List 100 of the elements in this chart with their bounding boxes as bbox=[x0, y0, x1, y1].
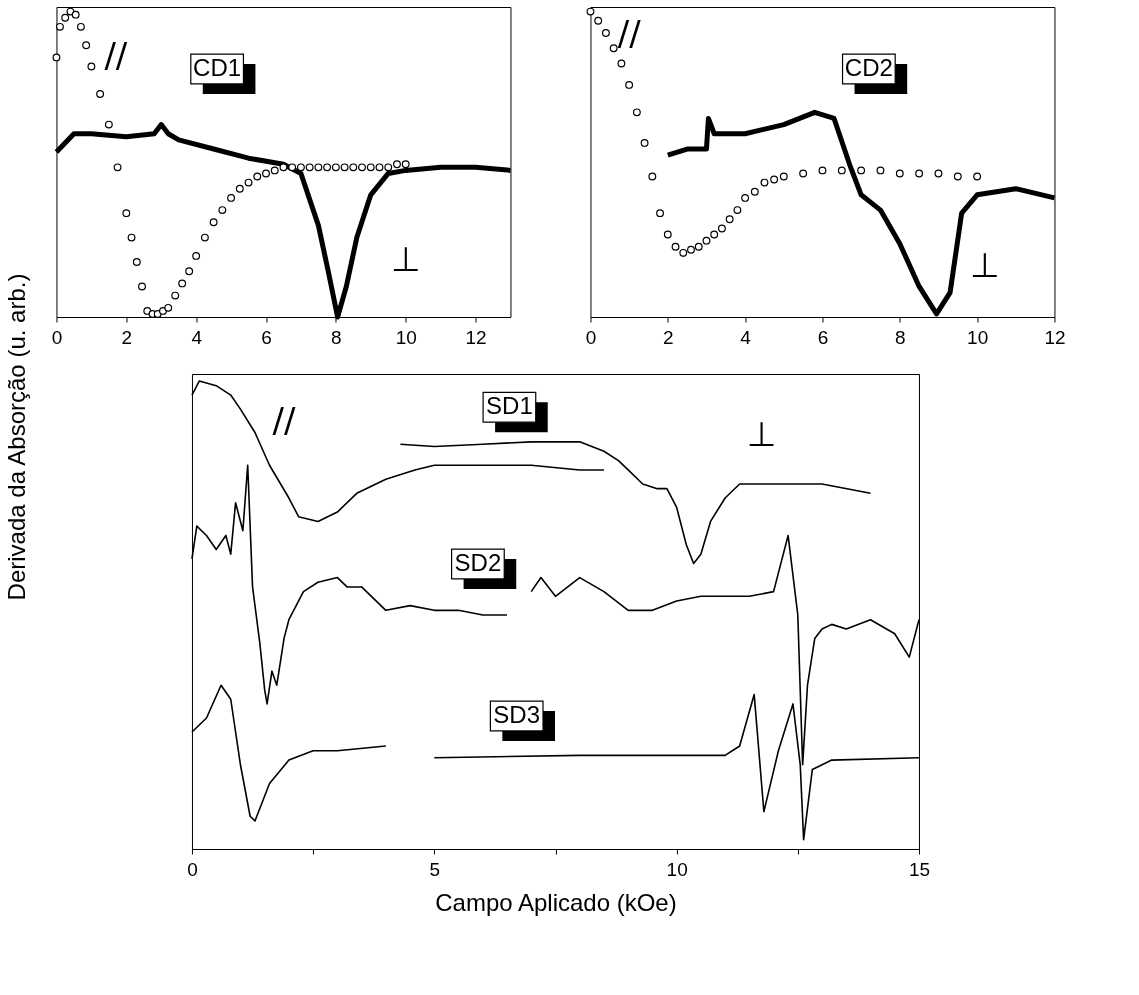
point bbox=[253, 172, 262, 181]
point bbox=[663, 230, 672, 239]
point bbox=[717, 224, 726, 233]
point bbox=[632, 108, 641, 117]
y-axis-title: Derivada da Absorção (u. arb.) bbox=[3, 273, 30, 601]
x-tick-label: 15 bbox=[908, 858, 931, 880]
point bbox=[750, 187, 759, 196]
point bbox=[973, 172, 982, 181]
point bbox=[235, 184, 244, 193]
x-tick-label: 0 bbox=[585, 326, 597, 348]
x-tick-label: 2 bbox=[663, 326, 674, 348]
point bbox=[393, 160, 401, 169]
point bbox=[656, 209, 665, 218]
point bbox=[366, 163, 375, 172]
point bbox=[71, 10, 80, 19]
point bbox=[671, 242, 680, 251]
point bbox=[953, 172, 962, 181]
point bbox=[375, 163, 384, 172]
point bbox=[171, 291, 180, 300]
point bbox=[185, 267, 194, 276]
x-tick-label: 8 bbox=[331, 326, 342, 348]
point bbox=[609, 44, 618, 53]
point bbox=[305, 163, 314, 172]
annotation: // bbox=[617, 12, 642, 53]
x-tick-label: 10 bbox=[395, 326, 417, 348]
point bbox=[288, 163, 297, 172]
point bbox=[61, 13, 70, 22]
point bbox=[934, 169, 943, 178]
point bbox=[104, 120, 113, 129]
x-tick-label: 0 bbox=[51, 326, 63, 348]
annotation: CD1 bbox=[193, 54, 242, 81]
annotation: // bbox=[272, 399, 297, 440]
point bbox=[617, 59, 626, 68]
x-tick-label: 5 bbox=[429, 858, 441, 880]
point bbox=[625, 80, 634, 89]
point bbox=[857, 166, 866, 175]
point bbox=[358, 163, 366, 172]
point bbox=[876, 166, 885, 175]
x-tick-label: 4 bbox=[740, 326, 752, 348]
point bbox=[770, 175, 779, 184]
point bbox=[733, 206, 742, 215]
point bbox=[760, 178, 769, 187]
x-tick-label: 0 bbox=[187, 858, 198, 880]
point bbox=[164, 303, 173, 312]
point bbox=[122, 209, 131, 218]
point bbox=[349, 163, 358, 172]
point bbox=[594, 16, 603, 25]
point bbox=[687, 245, 695, 254]
x-axis-title: Campo Aplicado (kOe) bbox=[435, 888, 677, 916]
point bbox=[799, 169, 808, 178]
point bbox=[648, 172, 657, 181]
point bbox=[127, 233, 136, 242]
annotation: ⊥ bbox=[390, 239, 421, 280]
point bbox=[314, 163, 323, 172]
point bbox=[192, 251, 201, 260]
point bbox=[702, 236, 711, 245]
point bbox=[586, 7, 595, 16]
point bbox=[837, 166, 846, 175]
point bbox=[96, 90, 105, 98]
annotation: SD3 bbox=[493, 701, 541, 728]
point bbox=[340, 163, 349, 172]
x-tick-label: 12 bbox=[465, 326, 487, 348]
x-tick-label: 10 bbox=[967, 326, 989, 348]
point bbox=[710, 230, 719, 239]
point bbox=[331, 163, 340, 172]
point bbox=[694, 242, 703, 251]
annotation: SD1 bbox=[486, 392, 533, 420]
point bbox=[138, 282, 146, 291]
x-tick-label: 10 bbox=[666, 858, 688, 880]
annotation: SD2 bbox=[454, 549, 502, 576]
x-tick-label: 12 bbox=[1044, 326, 1066, 348]
point bbox=[818, 166, 827, 175]
x-tick-label: 4 bbox=[191, 326, 203, 348]
point bbox=[384, 163, 393, 172]
point bbox=[76, 22, 85, 31]
point bbox=[52, 53, 61, 62]
point bbox=[227, 193, 236, 202]
point bbox=[741, 193, 750, 202]
point bbox=[279, 163, 288, 172]
point bbox=[296, 163, 305, 172]
point bbox=[725, 215, 734, 224]
point bbox=[679, 248, 688, 257]
annotation: ⊥ bbox=[746, 413, 777, 454]
point bbox=[323, 163, 332, 172]
point bbox=[209, 218, 218, 227]
annotation: ⊥ bbox=[970, 245, 1000, 286]
x-tick-label: 6 bbox=[261, 326, 272, 348]
point bbox=[200, 233, 209, 242]
point bbox=[895, 169, 904, 178]
point bbox=[262, 169, 270, 178]
x-tick-label: 8 bbox=[895, 326, 906, 348]
point bbox=[270, 166, 279, 175]
point bbox=[401, 160, 410, 169]
x-tick-label: 2 bbox=[121, 326, 133, 348]
annotation: // bbox=[104, 34, 128, 75]
point bbox=[113, 163, 122, 172]
point bbox=[779, 172, 788, 181]
point bbox=[640, 138, 649, 147]
point bbox=[244, 178, 253, 187]
point bbox=[915, 169, 924, 178]
